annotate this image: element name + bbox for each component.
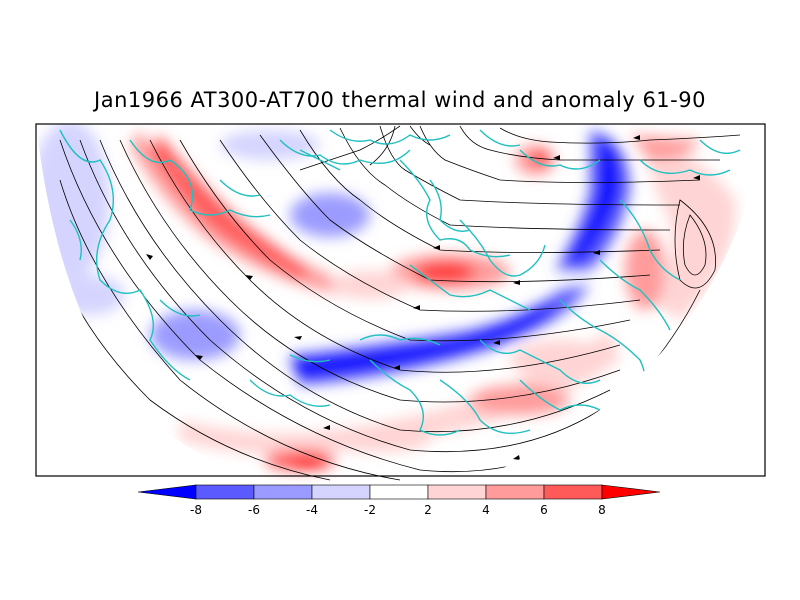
colorbar-tick-label: -2 (364, 503, 376, 517)
colorbar-tick-label: 2 (424, 503, 432, 517)
colorbar-bin-minus2-2 (369, 484, 429, 500)
colorbar-tick-label: -4 (306, 503, 318, 517)
colorbar-tick-label: 8 (598, 503, 606, 517)
colorbar-bin-minus4-minus2 (311, 484, 371, 500)
thermal-wind-streamlines (44, 125, 741, 481)
colorbar-bin-minus8-minus6 (195, 484, 255, 500)
colorbar-ticks: -8 -6 -4 -2 2 4 6 8 (190, 503, 606, 517)
anomaly-shading (36, 124, 736, 470)
colorbar-bin-minus6-minus4 (253, 484, 313, 500)
map-title: Jan1966 AT300-AT700 thermal wind and ano… (94, 88, 706, 112)
streamline-arrows (146, 135, 700, 460)
colorbar-tick-label: -6 (248, 503, 260, 517)
colorbar-bin-4-6 (485, 484, 545, 500)
colorbar-bin-lt-minus8 (137, 484, 197, 500)
map-domain (35, 123, 766, 481)
map-frame-border (35, 123, 766, 477)
colorbar (137, 484, 661, 500)
colorbar-bin-2-4 (427, 484, 487, 500)
colorbar-tick-label: 4 (482, 503, 490, 517)
colorbar-bin-gt-8 (601, 484, 661, 500)
colorbar-bin-6-8 (543, 484, 603, 500)
colorbar-tick-label: 6 (540, 503, 548, 517)
colorbar-tick-label: -8 (190, 503, 202, 517)
